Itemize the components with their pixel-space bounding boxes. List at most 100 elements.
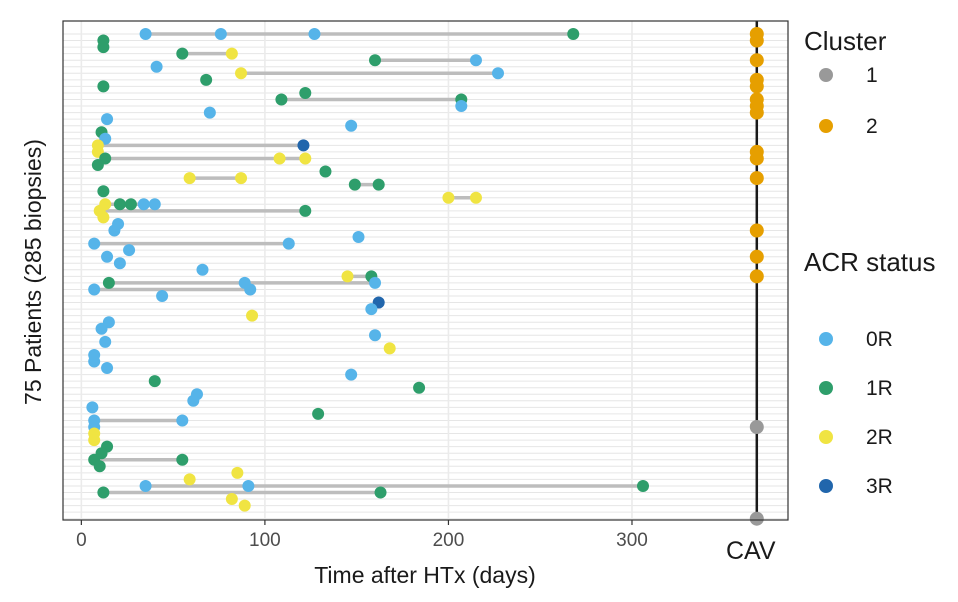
biopsy-point <box>88 283 101 296</box>
biopsy-point <box>469 191 482 204</box>
cav-point <box>749 171 764 186</box>
biopsy-point <box>93 460 106 473</box>
legend-title: Cluster <box>804 26 887 56</box>
biopsy-point <box>369 276 382 289</box>
biopsy-point <box>282 237 295 250</box>
biopsy-point <box>442 191 455 204</box>
biopsy-point <box>299 86 312 99</box>
biopsy-point <box>637 479 649 492</box>
x-tick-label: 200 <box>433 530 465 551</box>
biopsy-point <box>299 204 312 217</box>
biopsy-point <box>91 159 104 171</box>
biopsy-point <box>413 381 426 394</box>
biopsy-point <box>101 250 114 263</box>
biopsy-point <box>246 309 259 322</box>
biopsy-point <box>176 414 189 427</box>
biopsy-point <box>203 106 216 119</box>
legend-key <box>819 381 833 395</box>
biopsy-point <box>469 54 482 67</box>
biopsy-point <box>95 322 108 335</box>
legend-label: 3R <box>866 475 893 498</box>
biopsy-point <box>214 28 227 40</box>
biopsy-point <box>113 257 126 270</box>
biopsy-point <box>139 28 152 40</box>
biopsy-point <box>242 479 255 492</box>
biopsy-point <box>244 283 257 296</box>
biopsy-point <box>372 178 385 191</box>
biopsy-point <box>319 165 332 178</box>
legend-label: 0R <box>866 328 893 351</box>
cav-point <box>749 511 764 526</box>
biopsy-point <box>183 172 196 185</box>
biopsy-point <box>297 139 310 152</box>
legend-label: 2R <box>866 426 893 449</box>
legend-title: ACR status <box>804 247 936 277</box>
cav-point <box>749 79 764 94</box>
biopsy-point <box>156 290 169 302</box>
cav-point <box>749 53 764 68</box>
plot-border <box>62 20 789 521</box>
biopsy-point <box>312 407 325 420</box>
biopsy-point <box>308 28 321 40</box>
biopsy-point <box>124 198 137 211</box>
cav-point <box>749 151 764 166</box>
cav-point <box>749 420 764 434</box>
biopsy-point <box>345 368 358 381</box>
biopsy-point <box>108 224 121 237</box>
x-axis-title: Time after HTx (days) <box>314 562 536 588</box>
x-tick-label: 300 <box>616 530 648 551</box>
biopsy-point <box>374 486 387 499</box>
biopsy-point <box>97 486 110 499</box>
x-axis-ticks: 0 100 200 300 <box>76 520 648 551</box>
y-axis-title: 75 Patients (285 biopsies) <box>20 139 46 405</box>
biopsy-point <box>102 276 115 289</box>
cav-label: CAV <box>726 537 776 565</box>
biopsy-point <box>341 270 354 283</box>
biopsy-point <box>455 100 468 113</box>
biopsy-point <box>275 93 288 106</box>
x-tick-label: 100 <box>249 530 281 551</box>
biopsy-point <box>352 231 365 244</box>
biopsy-point <box>88 434 101 447</box>
biopsy-point <box>345 119 358 132</box>
cav-point <box>749 33 764 48</box>
cav-point <box>749 223 764 238</box>
biopsy-point <box>123 244 136 257</box>
legend-label: 1R <box>866 377 893 400</box>
cav-point <box>749 249 764 264</box>
legends: Cluster 1 2 ACR status 0R 1R 2R 3R <box>804 26 936 498</box>
biopsy-point <box>97 185 110 198</box>
biopsy-point <box>187 394 200 407</box>
legend-key <box>819 430 833 444</box>
biopsy-point <box>196 263 209 276</box>
biopsy-point <box>176 47 189 60</box>
biopsy-point <box>183 473 196 486</box>
legend-label: 1 <box>866 64 878 87</box>
biopsy-point <box>176 453 189 466</box>
biopsy-point <box>148 375 161 388</box>
legend-key <box>819 68 833 82</box>
biopsy-point <box>150 60 163 73</box>
biopsy-points <box>86 28 649 512</box>
cav-point <box>749 105 764 120</box>
legend-label: 2 <box>866 115 878 138</box>
biopsy-point <box>365 303 378 316</box>
biopsy-point <box>225 47 238 60</box>
legend-key <box>819 119 833 133</box>
biopsy-point <box>369 329 382 342</box>
biopsy-point <box>113 198 126 211</box>
biopsy-point <box>383 342 396 355</box>
biopsy-point <box>137 198 150 211</box>
biopsy-point <box>200 73 213 86</box>
legend-key <box>819 332 833 346</box>
biopsy-point <box>235 172 248 185</box>
biopsy-point <box>139 479 152 492</box>
biopsy-point <box>273 152 286 165</box>
biopsy-point <box>88 237 101 250</box>
biopsy-point <box>99 335 112 348</box>
biopsy-point <box>225 493 238 506</box>
plot-background <box>63 21 788 520</box>
biopsy-point <box>235 67 248 80</box>
biopsy-point <box>238 499 251 512</box>
